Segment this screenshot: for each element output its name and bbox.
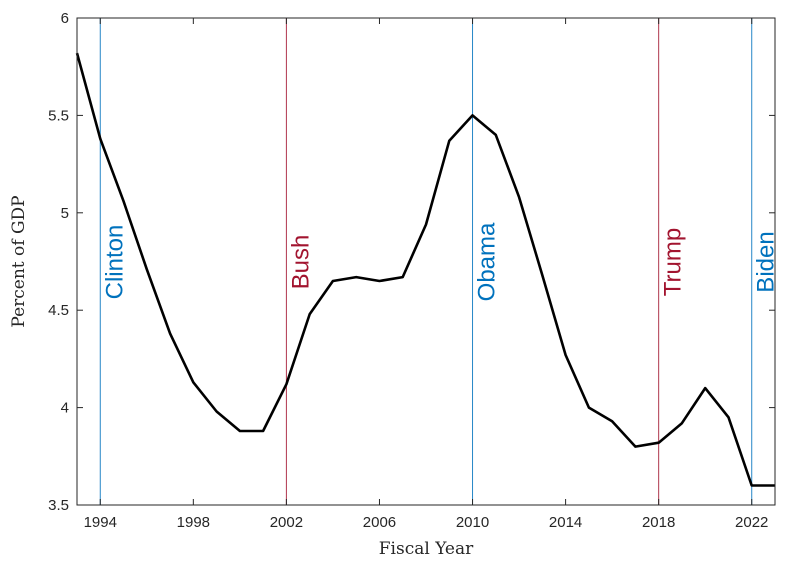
- x-tick-label: 2010: [456, 514, 489, 531]
- series-line: [75, 52, 775, 487]
- x-tick-label: 2014: [549, 514, 582, 531]
- x-tick-label: 1998: [177, 514, 210, 531]
- y-tick-label: 3.5: [48, 497, 69, 514]
- presidential-term-lines: [99, 18, 753, 505]
- annotation-trump: Trump: [660, 228, 687, 296]
- y-axis-label: Percent of GDP: [9, 195, 29, 327]
- y-tick-label: 5: [61, 205, 69, 222]
- x-tick-label: 2006: [363, 514, 396, 531]
- x-tick-label: 2022: [735, 514, 768, 531]
- president-annotations: Clinton Bush Obama Trump Biden: [101, 222, 779, 301]
- x-tick-label: 1994: [84, 514, 117, 531]
- y-tick-label: 4: [61, 400, 69, 417]
- y-tick-label: 5.5: [48, 107, 69, 124]
- x-axis-label: Fiscal Year: [379, 539, 474, 559]
- y-axis-ticks: 3.5 4 4.5 5 5.5 6: [48, 10, 775, 514]
- x-axis-ticks: 1994 1998 2002 2006 2010 2014 2018 2022: [84, 18, 768, 531]
- annotation-clinton: Clinton: [101, 225, 128, 300]
- series-layer: [75, 52, 775, 487]
- axes-box: [76, 17, 776, 506]
- x-tick-label: 2002: [270, 514, 303, 531]
- annotation-bush: Bush: [287, 235, 314, 290]
- annotation-obama: Obama: [474, 222, 501, 301]
- x-tick-label: 2018: [642, 514, 675, 531]
- y-tick-label: 4.5: [48, 302, 69, 319]
- annotation-biden: Biden: [753, 231, 780, 292]
- y-tick-label: 6: [61, 10, 69, 27]
